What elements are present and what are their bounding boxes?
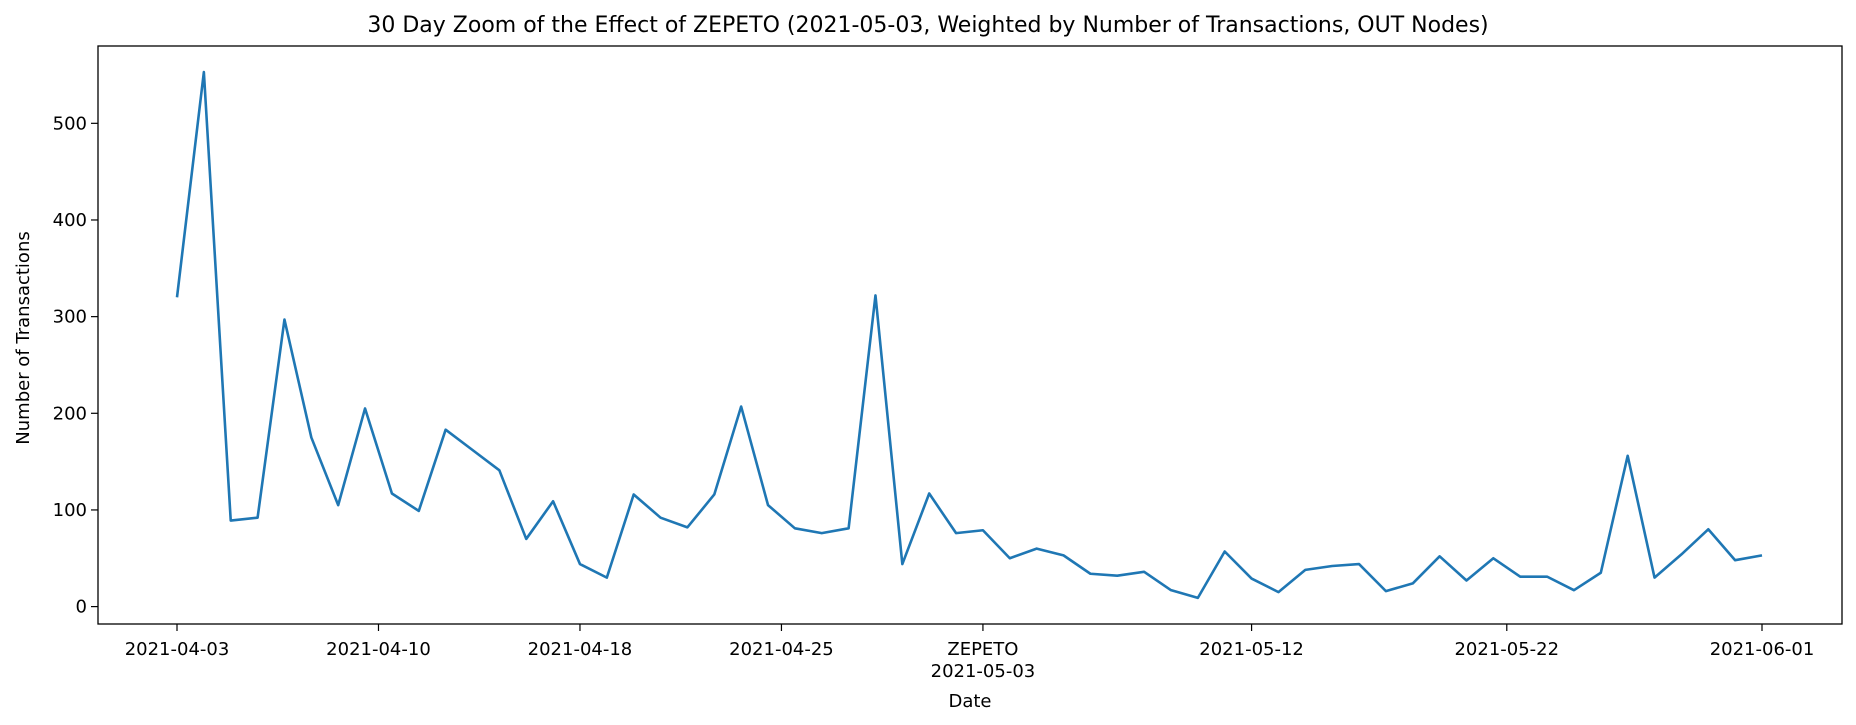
- y-tick-label: 500: [53, 113, 87, 134]
- plot-area: [97, 45, 1843, 625]
- y-axis: 0 100 200 300 400 500: [53, 113, 98, 618]
- x-axis: 2021-04-03 2021-04-10 2021-04-18 2021-04-25…: [125, 624, 1815, 682]
- x-tick-label: 2021-04-03: [125, 639, 230, 660]
- y-tick-label: 100: [53, 500, 87, 521]
- y-tick-label: 0: [76, 597, 87, 618]
- y-tick-label: 300: [53, 307, 87, 328]
- x-tick-label: 2021-05-22: [1454, 639, 1559, 660]
- series-layer: [175, 70, 1763, 600]
- y-tick-label: 400: [53, 210, 87, 231]
- x-tick-label: 2021-06-01: [1710, 639, 1815, 660]
- series-line: [175, 70, 1763, 600]
- x-tick-label: 2021-05-12: [1199, 639, 1304, 660]
- plot-frame: [97, 45, 1843, 625]
- x-tick-label: 2021-04-10: [326, 639, 431, 660]
- y-tick-label: 200: [53, 403, 87, 424]
- x-tick-sublabel: 2021-05-03: [931, 661, 1036, 682]
- x-tick-label: ZEPETO: [947, 639, 1018, 660]
- chart-title: 30 Day Zoom of the Effect of ZEPETO (202…: [367, 13, 1488, 38]
- x-axis-label: Date: [948, 691, 991, 712]
- x-tick-label: 2021-04-25: [729, 639, 834, 660]
- y-axis-label: Number of Transactions: [13, 231, 34, 444]
- x-tick-label: 2021-04-18: [528, 639, 633, 660]
